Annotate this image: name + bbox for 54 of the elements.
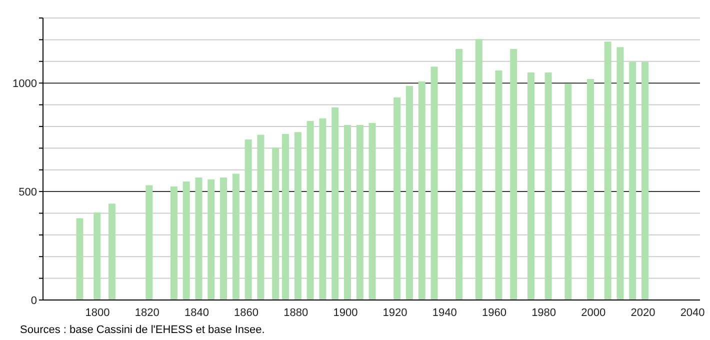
bar [495, 70, 502, 300]
bar [232, 174, 240, 300]
x-tick-label: 1800 [85, 306, 110, 319]
bar [170, 186, 178, 300]
x-tick-label: 1980 [532, 306, 556, 319]
bar [344, 124, 351, 300]
x-tick-label: 1900 [333, 306, 358, 319]
bar [456, 49, 463, 300]
bar [430, 66, 438, 300]
y-tick-label: 500 [18, 186, 37, 198]
x-tick-label: 1920 [382, 306, 408, 319]
x-tick-label: 1960 [482, 306, 506, 319]
bar [220, 177, 228, 300]
bar [586, 78, 594, 300]
bar [332, 107, 339, 300]
bar [257, 134, 264, 300]
bar [527, 72, 534, 300]
bar [244, 139, 252, 300]
bar [564, 84, 572, 300]
bar [642, 62, 648, 300]
bar [319, 118, 326, 300]
bar [306, 121, 314, 300]
bar [208, 179, 215, 300]
bar [394, 97, 401, 300]
bar [604, 42, 612, 300]
bar [368, 122, 376, 300]
x-tick-label: 2020 [630, 306, 656, 319]
x-tick-label: 1880 [284, 306, 308, 319]
bar [108, 204, 116, 300]
source-note: Sources : base Cassini de l'EHESS et base Insee. [20, 324, 266, 336]
bar [475, 39, 482, 300]
x-tick-label: 1860 [234, 306, 259, 319]
x-tick-label: 1840 [184, 306, 209, 319]
bar [272, 148, 280, 300]
bar [94, 212, 101, 300]
bar [294, 132, 302, 300]
bar [544, 72, 552, 300]
x-tick-label: 2040 [680, 306, 705, 319]
bar [616, 47, 624, 300]
x-tick-label: 1820 [134, 306, 160, 319]
bar [195, 177, 202, 300]
x-tick-label: 1940 [432, 306, 457, 319]
bar [182, 182, 190, 300]
bar [76, 218, 84, 300]
bar [356, 124, 364, 300]
bar [282, 134, 290, 300]
bar [510, 49, 518, 300]
bar [146, 185, 153, 300]
x-tick-label: 2000 [581, 306, 606, 319]
y-tick-label: 1000 [12, 78, 37, 90]
bar [629, 62, 636, 300]
y-tick-label: 0 [30, 294, 37, 307]
bar [418, 81, 426, 300]
bar [406, 86, 413, 300]
